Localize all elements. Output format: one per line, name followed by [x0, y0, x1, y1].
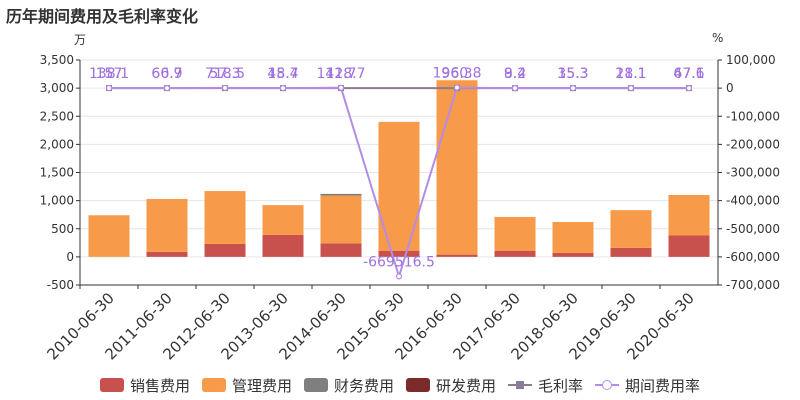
legend-label: 研发费用 [436, 376, 497, 395]
y-left-tick-label: 500 [51, 222, 74, 236]
data-label-expense_rate: 8.2 [504, 66, 526, 82]
bar-admin [494, 216, 536, 251]
legend-item-sales[interactable]: 销售费用 [99, 375, 190, 396]
legend-symbol-admin [201, 378, 226, 392]
y-left-tick-label: 1,500 [40, 166, 74, 180]
legend-label: 管理费用 [231, 376, 292, 395]
legend-item-gross_margin[interactable]: 毛利率 [508, 375, 583, 396]
legend-item-finance[interactable]: 财务费用 [303, 375, 394, 396]
data-label-expense_rate: 1128.7 [317, 66, 366, 82]
legend-item-expense_rate[interactable]: 期间费用率 [595, 375, 700, 396]
bar-sales [320, 243, 362, 257]
data-label-expense_rate: 11.1 [615, 66, 646, 82]
point-expense_rate [511, 85, 519, 92]
legend-symbol-rnd [406, 378, 430, 392]
data-label-expense_rate: 138.1 [89, 66, 129, 82]
data-label-gross_margin: 66.9 [151, 66, 182, 82]
point-expense_rate [105, 84, 113, 92]
bar-admin [204, 191, 246, 244]
bar-admin [552, 222, 594, 253]
data-label-gross_margin: 57.3 [209, 66, 240, 82]
chart-legend: 销售费用 管理费用 财务费用 研发费用 毛利率 期间费用率 [0, 374, 800, 396]
y-right-tick-label: -700,000 [726, 278, 780, 292]
right-axis-unit: % [712, 31, 724, 45]
data-label-gross_margin: 67.6 [673, 66, 704, 82]
point-expense_rate [453, 84, 461, 91]
legend-label: 销售费用 [129, 376, 190, 395]
data-label-expense_rate: 15.4 [267, 66, 298, 82]
chart-title: 历年期间费用及毛利率变化 [6, 7, 199, 26]
data-label-expense_rate: 15.3 [557, 66, 588, 82]
y-right-tick-label: -300,000 [726, 166, 780, 180]
legend-symbol-sales [99, 378, 124, 392]
y-right-tick-label: 0 [726, 81, 734, 95]
y-left-tick-label: 1,000 [40, 194, 74, 208]
data-label-gross_margin: 96.3 [441, 66, 472, 82]
y-right-tick-label: -100,000 [726, 109, 780, 123]
data-label-expense_rate: -669516.5 [363, 254, 435, 270]
bar-admin [146, 198, 188, 252]
data-label-expense_rate: 1960.8 [433, 66, 482, 82]
data-label-expense_rate: 718.5 [205, 66, 245, 82]
legend-symbol-gross_margin [508, 378, 533, 392]
y-left-tick-label: 2,500 [40, 109, 74, 123]
legend-label: 财务费用 [333, 376, 394, 395]
legend-label: 期间费用率 [625, 376, 701, 395]
data-label-gross_margin: 48.7 [267, 66, 298, 82]
y-left-tick-label: 3,500 [40, 53, 74, 67]
bar-sales [436, 254, 478, 257]
y-right-tick-label: -600,000 [726, 250, 780, 264]
y-left-tick-label: -500 [47, 278, 74, 292]
data-label-expense_rate: 60.7 [151, 66, 182, 82]
data-label-gross_margin: 157 [96, 66, 123, 82]
point-expense_rate [163, 85, 171, 92]
data-label-gross_margin: 9.4 [504, 66, 526, 82]
point-expense_rate [627, 85, 635, 92]
y-right-tick-label: 100,000 [726, 53, 776, 67]
point-expense_rate [221, 84, 229, 92]
y-right-tick-label: -400,000 [726, 194, 780, 208]
y-right-tick-label: -500,000 [726, 222, 780, 236]
bar-sales [146, 251, 188, 257]
legend-item-rnd[interactable]: 研发费用 [406, 375, 496, 396]
bar-admin [610, 210, 652, 248]
bar-admin [88, 215, 130, 257]
y-left-tick-label: 2,000 [40, 137, 74, 151]
bar-finance [320, 193, 362, 196]
bar-sales [552, 252, 594, 257]
bar-sales [204, 243, 246, 257]
bar-admin [262, 205, 304, 235]
data-label-gross_margin: 28.1 [615, 66, 646, 82]
point-expense_rate [569, 85, 577, 92]
bar-sales [610, 247, 652, 257]
y-right-tick-label: -200,000 [726, 137, 780, 151]
data-label-expense_rate: 47.1 [673, 66, 704, 82]
legend-item-admin[interactable]: 管理费用 [201, 375, 292, 396]
point-expense_rate [337, 84, 345, 91]
point-expense_rate [685, 85, 693, 92]
legend-label: 毛利率 [538, 376, 584, 395]
bar-sales [668, 235, 710, 257]
point-expense_rate [279, 85, 287, 92]
bar-admin [668, 195, 710, 236]
data-label-gross_margin: 35.3 [557, 66, 588, 82]
bar-admin [436, 80, 478, 255]
data-label-gross_margin: 41.7 [325, 66, 356, 82]
legend-symbol-expense_rate [595, 378, 620, 392]
y-left-tick-label: 3,000 [40, 81, 74, 95]
left-axis-unit: 万 [74, 33, 87, 47]
legend-symbol-finance [303, 378, 328, 392]
bar-sales [262, 234, 304, 257]
y-left-tick-label: 0 [66, 250, 74, 264]
bar-sales [378, 250, 420, 257]
point-expense_rate [395, 273, 403, 280]
bar-sales [494, 250, 536, 257]
bar-admin [320, 195, 362, 244]
